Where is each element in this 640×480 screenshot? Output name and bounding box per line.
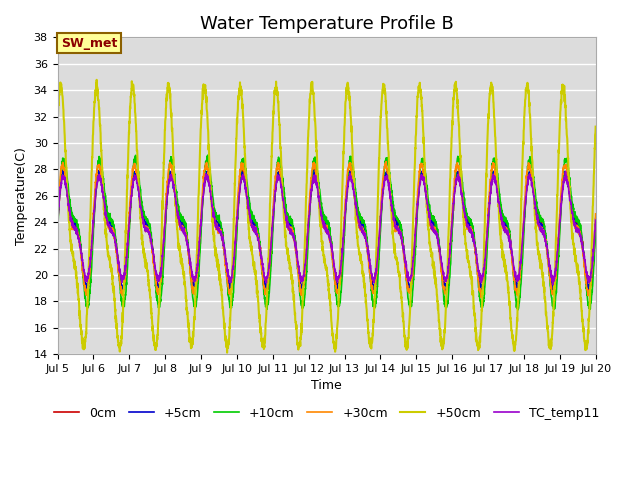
+50cm	[93, 77, 100, 83]
+30cm	[147, 238, 155, 244]
+5cm	[549, 289, 557, 295]
TC_temp11	[582, 262, 589, 267]
0cm	[592, 222, 600, 228]
+10cm	[592, 229, 600, 235]
0cm	[284, 214, 291, 220]
+10cm	[260, 289, 268, 295]
Title: Water Temperature Profile B: Water Temperature Profile B	[200, 15, 454, 33]
Line: +50cm: +50cm	[58, 80, 596, 353]
+30cm	[382, 159, 390, 165]
+10cm	[582, 274, 589, 279]
TC_temp11	[562, 168, 570, 174]
TC_temp11	[524, 183, 531, 189]
Line: +5cm: +5cm	[58, 170, 596, 292]
+5cm	[592, 216, 600, 221]
0cm	[115, 267, 123, 273]
Line: +10cm: +10cm	[58, 155, 596, 311]
+50cm	[260, 343, 268, 348]
+5cm	[260, 278, 268, 284]
TC_temp11	[592, 217, 600, 223]
+10cm	[147, 230, 155, 236]
0cm	[310, 167, 318, 172]
+30cm	[284, 224, 291, 229]
+30cm	[115, 270, 123, 276]
+50cm	[147, 309, 155, 315]
+5cm	[524, 180, 531, 186]
TC_temp11	[284, 225, 291, 230]
+50cm	[284, 245, 291, 251]
+50cm	[524, 80, 531, 86]
+30cm	[592, 211, 600, 216]
X-axis label: Time: Time	[311, 379, 342, 392]
+5cm	[284, 216, 291, 221]
Text: SW_met: SW_met	[61, 36, 118, 49]
Line: +30cm: +30cm	[58, 162, 596, 298]
Legend: 0cm, +5cm, +10cm, +30cm, +50cm, TC_temp11: 0cm, +5cm, +10cm, +30cm, +50cm, TC_temp1…	[49, 402, 604, 424]
0cm	[54, 219, 61, 225]
+50cm	[115, 343, 123, 348]
TC_temp11	[54, 220, 61, 226]
+30cm	[54, 212, 61, 217]
TC_temp11	[147, 236, 155, 241]
+30cm	[477, 295, 484, 300]
0cm	[524, 181, 531, 187]
+50cm	[582, 347, 589, 353]
0cm	[513, 289, 521, 295]
+30cm	[524, 167, 531, 173]
0cm	[147, 236, 155, 241]
+10cm	[284, 215, 291, 220]
+10cm	[524, 169, 531, 175]
+30cm	[260, 283, 268, 288]
+50cm	[592, 124, 600, 130]
+50cm	[223, 350, 231, 356]
+10cm	[115, 273, 123, 279]
+30cm	[582, 273, 589, 279]
+5cm	[54, 216, 61, 222]
Line: TC_temp11: TC_temp11	[58, 171, 596, 285]
+5cm	[115, 267, 123, 273]
0cm	[260, 276, 268, 282]
+50cm	[54, 127, 61, 133]
TC_temp11	[260, 270, 268, 276]
+5cm	[147, 237, 155, 242]
+5cm	[310, 167, 318, 173]
+10cm	[204, 152, 212, 158]
+10cm	[54, 231, 61, 237]
+10cm	[406, 308, 414, 313]
0cm	[582, 266, 589, 272]
TC_temp11	[549, 282, 557, 288]
Line: 0cm: 0cm	[58, 169, 596, 292]
TC_temp11	[115, 260, 123, 266]
Y-axis label: Temperature(C): Temperature(C)	[15, 147, 28, 245]
+5cm	[582, 271, 589, 276]
